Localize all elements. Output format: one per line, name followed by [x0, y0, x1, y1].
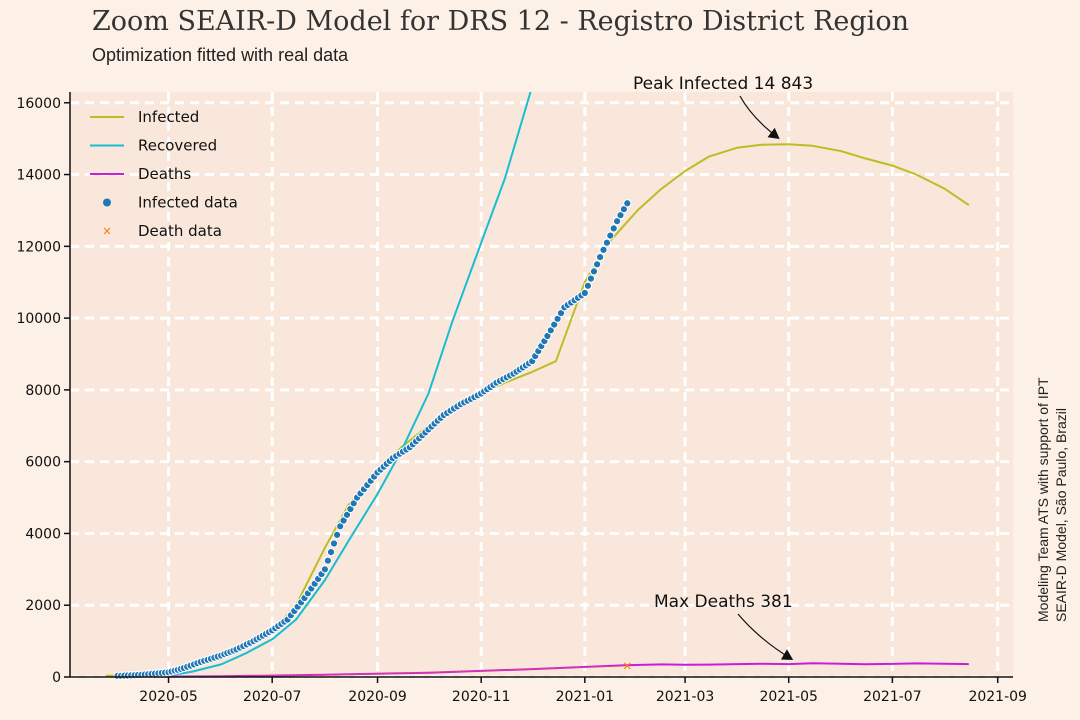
legend-label: Infected data [138, 194, 238, 212]
point-infected-data [580, 288, 589, 298]
point-infected-data [613, 217, 622, 226]
y-tick-label: 12000 [16, 239, 61, 255]
x-tick-label: 2020-05 [139, 689, 198, 705]
point-infected-data [593, 260, 602, 269]
legend: Infected Recovered Deaths Infected data Deat… [90, 108, 238, 240]
point-infected-data [326, 548, 336, 557]
point-infected-data [586, 274, 596, 283]
point-infected-data [606, 231, 615, 240]
annotation-arrow-peak [739, 95, 780, 140]
point-infected-data [609, 224, 618, 233]
series-group [105, 91, 970, 681]
point-infected-data [596, 253, 605, 262]
y-tick-label: 8000 [25, 383, 61, 399]
series-line-recovered [117, 91, 532, 678]
chart-subtitle: Optimization fitted with real data [92, 45, 349, 65]
legend-label: Infected [138, 108, 199, 126]
series-markers-death-data [168, 665, 628, 678]
plot-area [70, 92, 1013, 677]
legend-label: Deaths [138, 165, 191, 183]
point-infected-data [602, 238, 612, 247]
point-infected-data [333, 530, 342, 540]
point-infected-data [623, 199, 632, 208]
series-line-deaths [117, 662, 969, 678]
point-infected-data [616, 211, 625, 220]
annotation-arrow-deaths [737, 613, 794, 660]
point-infected-data [583, 281, 593, 290]
x-tick-label: 2020-11 [452, 689, 511, 705]
legend-label: Recovered [138, 137, 217, 155]
annotation-peak-infected: Peak Infected 14 843 [633, 74, 813, 94]
point-infected-data [323, 556, 332, 565]
point-infected-data [599, 245, 608, 254]
x-tick-label: 2020-09 [348, 689, 407, 705]
x-tick-label: 2021-05 [759, 689, 818, 705]
y-tick-label: 4000 [25, 526, 61, 542]
axes: 0 2000 4000 6000 8000 10000 12000 14000 16000 202… [16, 92, 1027, 705]
legend-swatch [103, 227, 111, 235]
legend-label: Death data [138, 222, 222, 240]
legend-swatch [103, 198, 111, 207]
point-infected-data [320, 565, 329, 574]
y-tick-label: 10000 [16, 311, 61, 327]
point-infected-data [589, 267, 599, 276]
chart-title: Zoom SEAIR-D Model for DRS 12 - Registro… [92, 6, 909, 37]
x-tick-label: 2021-03 [656, 689, 715, 705]
annotation-max-deaths: Max Deaths 381 [654, 592, 793, 612]
y-tick-label: 16000 [16, 96, 61, 112]
y-tick-label: 2000 [25, 598, 61, 614]
x-tick-label: 2021-01 [556, 689, 615, 705]
y-tick-label: 14000 [16, 168, 61, 184]
x-tick-label: 2021-07 [863, 689, 922, 705]
x-tick-label: 2020-07 [243, 689, 302, 705]
y-tick-label: 0 [52, 670, 61, 686]
annotations: Peak Infected 14 843 Max Deaths 381 [633, 74, 813, 660]
point-death-data [623, 662, 631, 670]
point-infected-data [619, 205, 629, 214]
x-tick-label: 2021-09 [968, 689, 1027, 705]
point-infected-data [329, 539, 339, 548]
y-tick-label: 6000 [25, 455, 61, 471]
